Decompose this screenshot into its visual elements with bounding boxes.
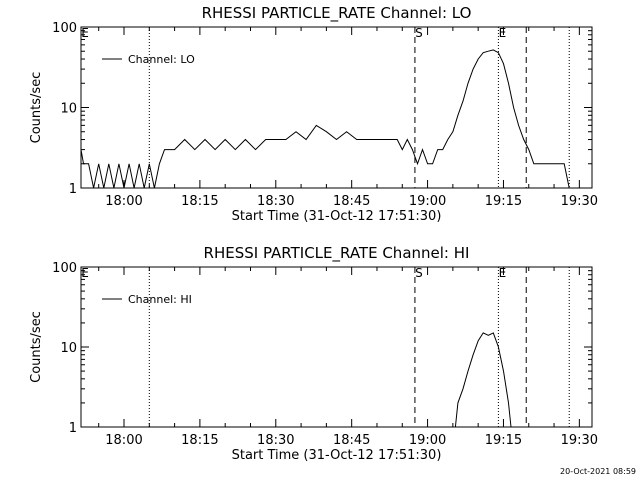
- hi-legend-label: Channel: HI: [128, 293, 192, 306]
- lo-y-axis-label: Counts/sec: [29, 72, 44, 144]
- hi-event-marker-label: E: [81, 266, 89, 280]
- lo-plot-frame: [80, 26, 593, 189]
- hi-event-marker-label: S: [415, 266, 423, 280]
- hi-y-axis-label: Counts/sec: [29, 311, 44, 383]
- lo-x-tick-label: 18:30: [257, 194, 294, 209]
- hi-plot-frame: [80, 266, 593, 428]
- lo-y-tick-label: 10: [60, 102, 77, 117]
- hi-y-tick-label: 1: [69, 421, 77, 436]
- lo-x-tick-label: 18:45: [333, 194, 370, 209]
- timestamp-footer: 20-Oct-2021 08:59: [560, 467, 636, 476]
- lo-x-tick-label: 18:15: [181, 194, 218, 209]
- hi-y-tick-label: 100: [52, 261, 77, 276]
- lo-series-line: [80, 49, 570, 189]
- lo-event-marker-label: E: [81, 26, 89, 40]
- lo-y-tick-label: 1: [69, 182, 77, 197]
- hi-channel-panel: RHESSI PARTICLE_RATE Channel: HI 18:00 18:…: [29, 244, 598, 463]
- hi-x-tick-label: 18:00: [105, 433, 142, 448]
- lo-y-tick-label: 100: [52, 21, 77, 36]
- lo-legend-label: Channel: LO: [128, 53, 195, 66]
- lo-x-axis-label: Start Time (31-Oct-12 17:51:30): [232, 209, 442, 224]
- lo-channel-panel: RHESSI PARTICLE_RATE Channel: LO 18:00 18:…: [29, 4, 598, 224]
- hi-x-tick-label: 18:30: [257, 433, 294, 448]
- hi-x-tick-label: 19:30: [561, 433, 598, 448]
- lo-x-tick-label: 19:30: [561, 194, 598, 209]
- lo-x-tick-label: 18:00: [105, 194, 142, 209]
- hi-y-tick-label: 10: [60, 341, 77, 356]
- lo-chart-title: RHESSI PARTICLE_RATE Channel: LO: [202, 4, 472, 23]
- hi-x-tick-label: 18:15: [181, 433, 218, 448]
- hi-x-tick-label: 19:00: [409, 433, 446, 448]
- hi-chart-title: RHESSI PARTICLE_RATE Channel: HI: [204, 244, 470, 263]
- hi-series-line: [454, 332, 512, 428]
- hi-x-tick-label: 18:45: [333, 433, 370, 448]
- lo-event-marker-label: E: [499, 26, 507, 40]
- lo-x-tick-label: 19:15: [485, 194, 522, 209]
- lo-event-marker-label: S: [415, 26, 423, 40]
- hi-x-tick-label: 19:15: [485, 433, 522, 448]
- hi-x-axis-label: Start Time (31-Oct-12 17:51:30): [232, 448, 442, 463]
- hi-event-marker-label: E: [499, 266, 507, 280]
- lo-x-tick-label: 19:00: [409, 194, 446, 209]
